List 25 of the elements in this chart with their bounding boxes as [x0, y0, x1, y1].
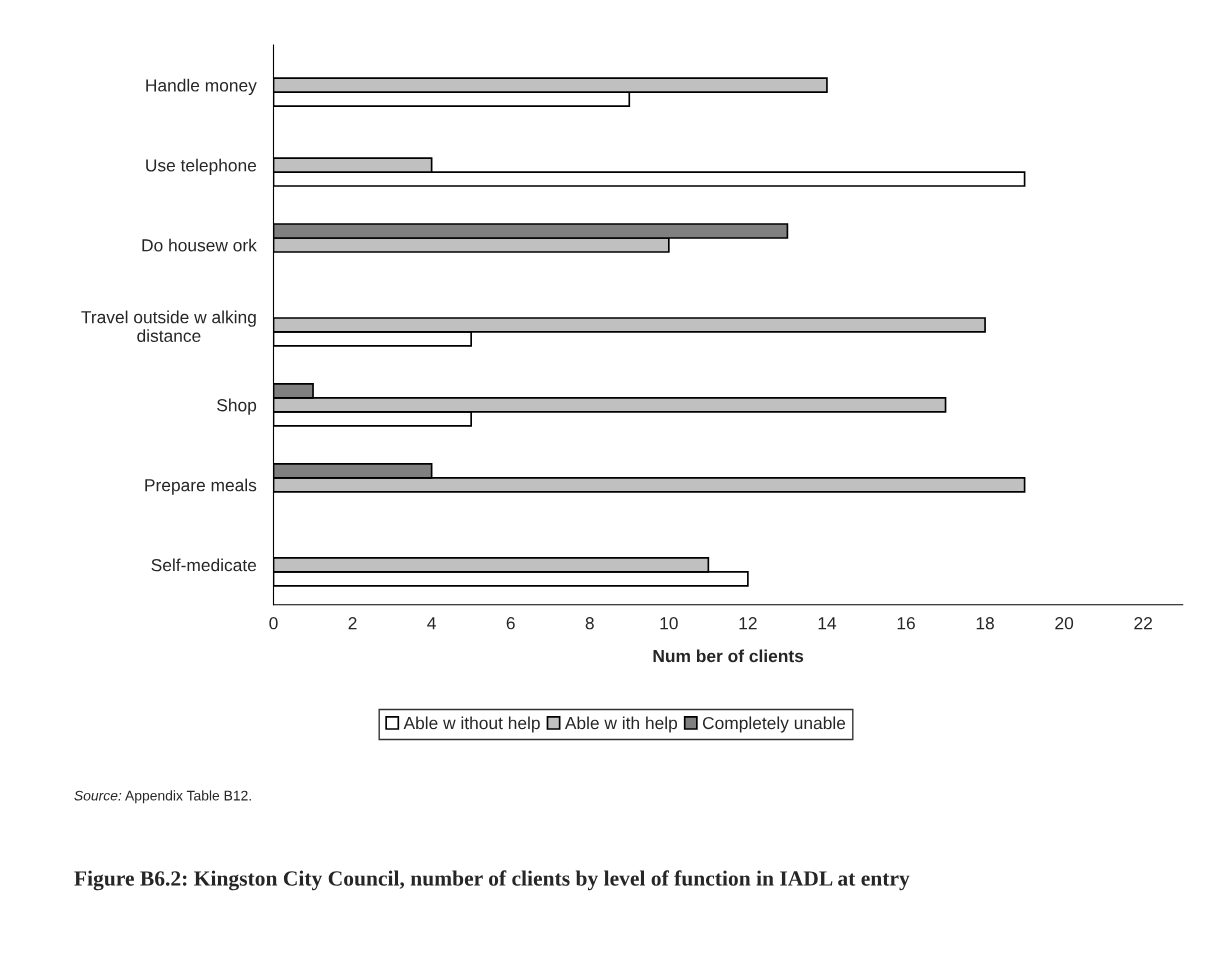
y-tick-label: Handle money — [146, 78, 257, 95]
x-tick-label: 12 — [739, 617, 757, 630]
y-tick-label: Self-medicate — [151, 558, 257, 572]
y-tick-label: Do housew ork — [142, 238, 257, 252]
x-tick-label: 10 — [660, 617, 678, 630]
y-tick-label: Travel outside w alking distance — [81, 310, 256, 343]
x-tick-label: 2 — [348, 617, 357, 630]
text: Figure B6.2: Kingston City Council, number of clients by level of function in IADL at entry — [74, 870, 910, 891]
x-tick-label: 18 — [976, 617, 994, 630]
x-tick-label: 4 — [427, 617, 436, 630]
x-tick-label: 16 — [897, 617, 915, 630]
source-note: Source: Appendix Table B12. — [74, 790, 251, 804]
legend-label: Able w ith help — [564, 716, 678, 733]
x-tick-label: 8 — [585, 617, 594, 630]
x-tick-label: 14 — [818, 617, 837, 630]
y-tick-label: Prepare meals — [145, 478, 257, 495]
y-tick-label: Shop — [217, 398, 257, 415]
y-tick-label: Use telephone — [146, 158, 257, 175]
x-tick-label: 20 — [1055, 617, 1074, 630]
x-axis-title: Num ber of clients — [653, 649, 804, 663]
legend-label: Completely unable — [702, 716, 846, 733]
x-tick-label: 22 — [1134, 617, 1152, 630]
x-tick-label: 0 — [269, 617, 278, 630]
legend-label: Able w ithout help — [403, 716, 540, 733]
x-tick-label: 6 — [506, 617, 515, 630]
